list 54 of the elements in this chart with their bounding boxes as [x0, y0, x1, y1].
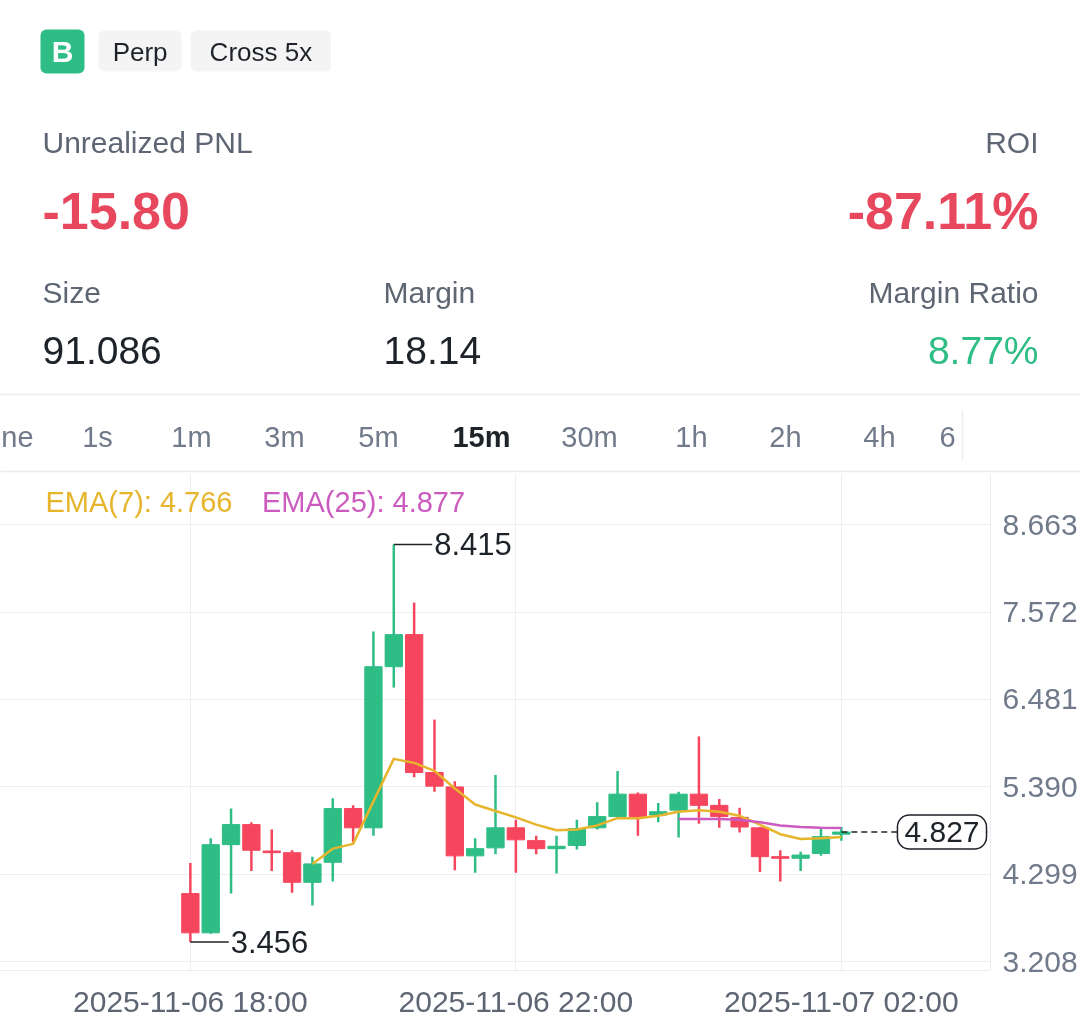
candlestick	[262, 828, 281, 873]
text: Perp	[112, 36, 168, 67]
candlestick	[628, 791, 648, 838]
y-tick-label: 3.208	[1002, 944, 1078, 978]
text: 1h	[675, 420, 708, 453]
text: 15m	[452, 420, 511, 453]
y-tick-label: 7.572	[1002, 595, 1078, 629]
candlestick	[506, 818, 525, 874]
text: 5m	[358, 420, 399, 453]
candlestick	[486, 773, 505, 856]
x-tick-label: 2025-11-06 18:00	[73, 984, 308, 1018]
text: ne	[1, 420, 34, 453]
text: ROI	[985, 126, 1039, 159]
text: 18.14	[383, 329, 482, 372]
text: EMA(7): 4.766	[45, 485, 233, 518]
candlestick	[791, 850, 810, 873]
text: -15.80	[42, 181, 190, 240]
text: EMA(25): 4.877	[262, 485, 466, 518]
text: 8.77%	[927, 329, 1039, 372]
candlestick	[425, 718, 444, 793]
text: Unrealized PNL	[42, 126, 253, 159]
text: 6	[939, 420, 956, 453]
y-tick-label: 8.663	[1002, 507, 1078, 541]
y-tick-label: 4.299	[1002, 857, 1078, 891]
text: 1s	[82, 420, 113, 453]
text: Cross 5x	[209, 36, 313, 67]
text: 91.086	[42, 329, 162, 372]
y-tick-label: 6.481	[1002, 682, 1078, 716]
candlestick	[303, 855, 322, 907]
text: 4h	[863, 420, 896, 453]
text: 3m	[264, 420, 305, 453]
candlestick	[771, 849, 790, 883]
text: Margin	[383, 276, 476, 309]
candlestick	[669, 790, 688, 839]
y-tick-label: 5.390	[1002, 769, 1078, 803]
text: 2h	[769, 420, 802, 453]
text: -87.11%	[847, 181, 1039, 240]
candlestick	[343, 804, 363, 844]
candlestick	[527, 834, 546, 856]
text: Size	[42, 276, 101, 309]
candlestick	[466, 836, 485, 874]
text: 1m	[171, 420, 212, 453]
text: B	[51, 35, 74, 68]
x-tick-label: 2025-11-06 22:00	[398, 984, 634, 1018]
text: 30m	[561, 420, 618, 453]
x-tick-label: 2025-11-07 02:00	[724, 984, 959, 1018]
annotation: 8.415	[434, 527, 512, 563]
annotation: 3.456	[230, 924, 309, 960]
text: Margin Ratio	[868, 276, 1039, 309]
candlestick	[689, 735, 709, 826]
candlestick	[608, 769, 627, 820]
candlestick	[221, 807, 241, 895]
ref-line-label: 4.827	[904, 815, 980, 849]
candlestick	[547, 834, 566, 875]
